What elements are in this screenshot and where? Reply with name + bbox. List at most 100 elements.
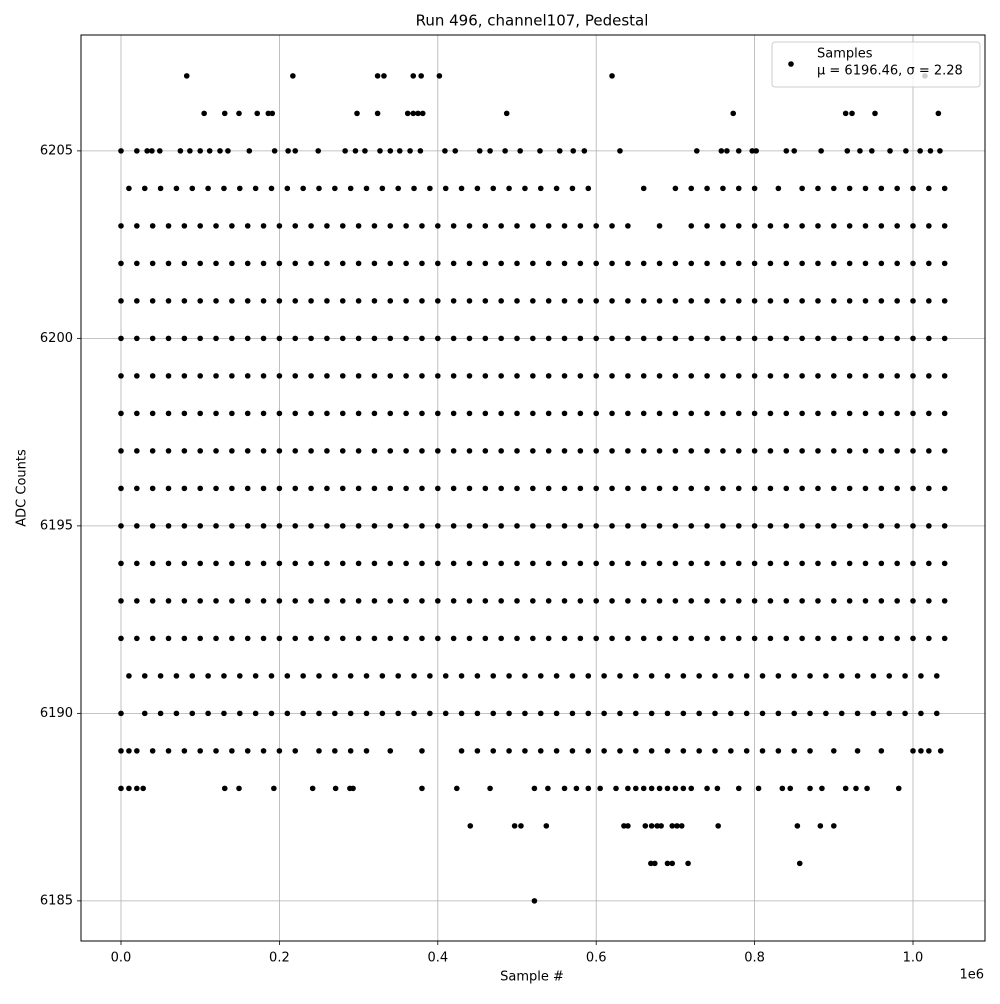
point bbox=[118, 223, 124, 229]
point bbox=[149, 223, 156, 229]
point bbox=[213, 223, 219, 229]
point bbox=[862, 410, 869, 417]
point bbox=[656, 373, 663, 379]
point bbox=[290, 73, 296, 79]
point bbox=[672, 448, 679, 454]
point bbox=[577, 485, 584, 492]
point bbox=[783, 298, 790, 304]
point bbox=[324, 373, 330, 379]
point bbox=[743, 710, 750, 717]
legend-label: Samples bbox=[817, 47, 873, 62]
point bbox=[197, 335, 203, 342]
point bbox=[387, 410, 394, 417]
point bbox=[672, 598, 679, 604]
point bbox=[878, 560, 885, 567]
point bbox=[642, 823, 649, 829]
point bbox=[229, 748, 235, 754]
point bbox=[794, 823, 801, 829]
point bbox=[799, 410, 805, 417]
point bbox=[276, 560, 283, 567]
point bbox=[355, 335, 362, 342]
point bbox=[514, 298, 520, 304]
point bbox=[941, 410, 948, 417]
point bbox=[387, 448, 394, 454]
point bbox=[941, 373, 948, 379]
point bbox=[498, 223, 504, 229]
point bbox=[791, 710, 798, 717]
point bbox=[799, 260, 805, 267]
point bbox=[593, 223, 600, 229]
point bbox=[518, 823, 524, 829]
point bbox=[395, 185, 401, 192]
point bbox=[815, 560, 821, 567]
point bbox=[466, 223, 473, 229]
point bbox=[941, 598, 948, 604]
point bbox=[118, 560, 124, 567]
point bbox=[656, 523, 663, 529]
point bbox=[633, 673, 639, 679]
point bbox=[530, 485, 536, 492]
point bbox=[862, 635, 869, 642]
point bbox=[664, 748, 671, 754]
point bbox=[419, 448, 425, 454]
point bbox=[514, 635, 520, 642]
point bbox=[720, 298, 726, 304]
point bbox=[197, 223, 203, 229]
point bbox=[435, 598, 441, 604]
point bbox=[244, 260, 251, 267]
point bbox=[664, 673, 671, 679]
point bbox=[749, 148, 756, 154]
point bbox=[941, 523, 948, 529]
point bbox=[197, 748, 203, 754]
point bbox=[118, 523, 124, 529]
point bbox=[553, 748, 560, 754]
y-tick-label: 6200 bbox=[40, 331, 73, 346]
point bbox=[545, 485, 552, 492]
point bbox=[704, 335, 710, 342]
point bbox=[292, 298, 299, 304]
point bbox=[213, 560, 219, 567]
point bbox=[260, 523, 267, 529]
point bbox=[347, 748, 354, 754]
point bbox=[807, 673, 813, 679]
point bbox=[815, 485, 821, 492]
point bbox=[759, 710, 766, 717]
point bbox=[735, 560, 742, 567]
point bbox=[941, 298, 948, 304]
point bbox=[308, 298, 314, 304]
point bbox=[260, 410, 267, 417]
point bbox=[791, 748, 798, 754]
point bbox=[625, 523, 631, 529]
point bbox=[165, 260, 172, 267]
point bbox=[724, 148, 730, 154]
point bbox=[894, 260, 900, 267]
point bbox=[648, 823, 655, 829]
point bbox=[387, 523, 394, 529]
point bbox=[846, 560, 853, 567]
point bbox=[617, 748, 623, 754]
point bbox=[815, 373, 821, 379]
point bbox=[846, 298, 853, 304]
legend: Samples μ = 6196.46, σ = 2.28 bbox=[771, 41, 981, 88]
point bbox=[339, 635, 346, 642]
point bbox=[688, 298, 695, 304]
point bbox=[213, 635, 219, 642]
point bbox=[236, 673, 243, 679]
point bbox=[118, 635, 124, 642]
point bbox=[844, 148, 851, 154]
point bbox=[276, 523, 283, 529]
point bbox=[561, 523, 568, 529]
point bbox=[458, 748, 465, 754]
point bbox=[157, 148, 163, 154]
point bbox=[244, 748, 251, 754]
point bbox=[308, 448, 314, 454]
point bbox=[815, 185, 821, 192]
point bbox=[355, 223, 362, 229]
point bbox=[751, 485, 758, 492]
point bbox=[165, 598, 172, 604]
point bbox=[118, 298, 124, 304]
point bbox=[229, 335, 235, 342]
point bbox=[941, 448, 948, 454]
point bbox=[118, 598, 124, 604]
point bbox=[625, 410, 631, 417]
